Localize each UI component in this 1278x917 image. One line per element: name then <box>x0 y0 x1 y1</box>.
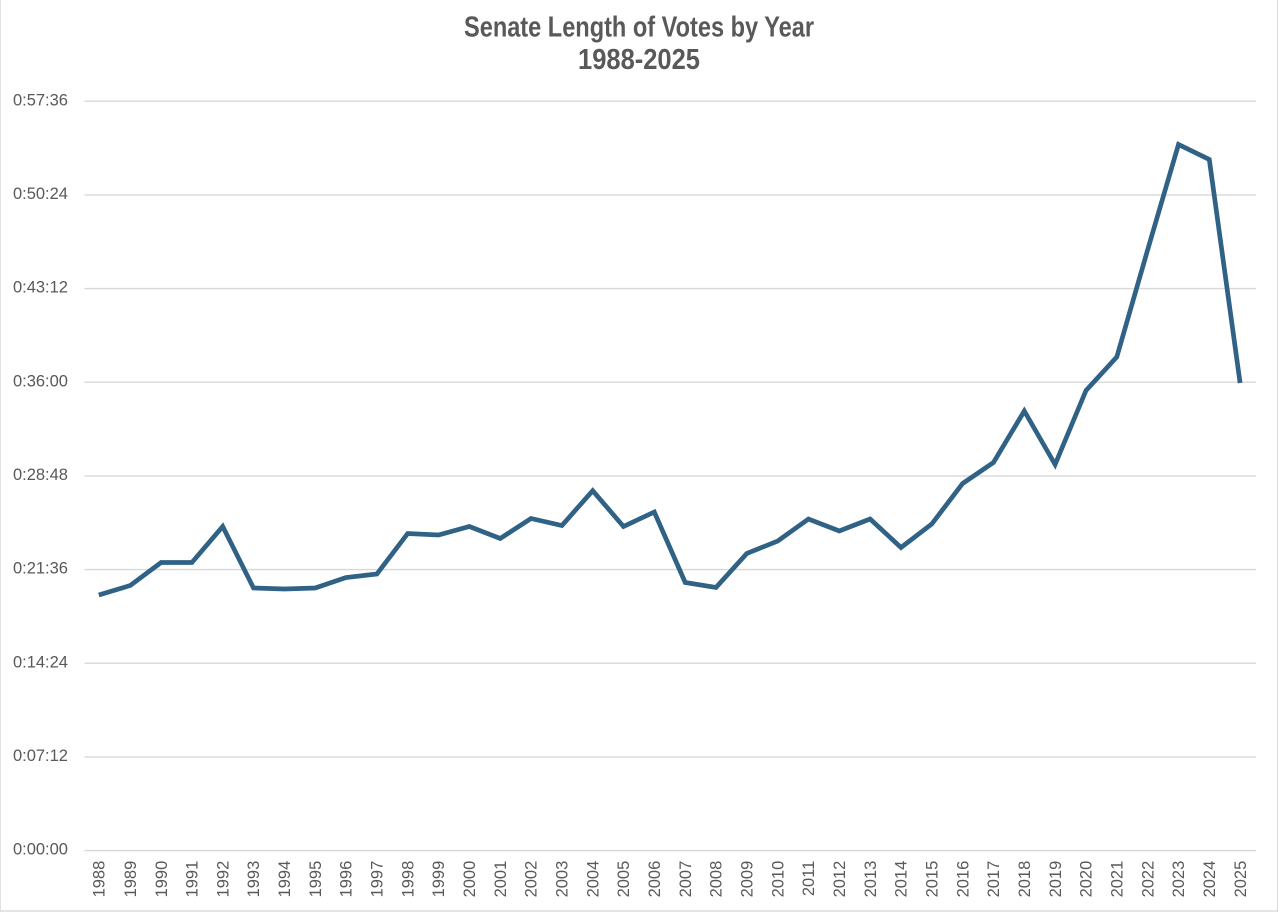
svg-text:0:00:00: 0:00:00 <box>13 841 68 859</box>
svg-text:2000: 2000 <box>461 861 479 898</box>
svg-text:2016: 2016 <box>954 861 972 898</box>
svg-text:2023: 2023 <box>1170 861 1188 898</box>
svg-text:2007: 2007 <box>677 861 695 898</box>
svg-text:2021: 2021 <box>1109 861 1127 898</box>
svg-text:2001: 2001 <box>492 861 510 898</box>
svg-text:0:50:24: 0:50:24 <box>13 185 68 203</box>
svg-text:Senate Length of Votes by Year: Senate Length of Votes by Year <box>464 11 814 43</box>
svg-text:2005: 2005 <box>615 861 633 898</box>
svg-text:2002: 2002 <box>523 861 541 898</box>
svg-text:2013: 2013 <box>862 861 880 898</box>
svg-text:1994: 1994 <box>276 861 294 898</box>
svg-text:0:21:36: 0:21:36 <box>13 560 68 578</box>
svg-text:1992: 1992 <box>214 861 232 898</box>
svg-text:1998: 1998 <box>399 861 417 898</box>
svg-text:1988-2025: 1988-2025 <box>578 44 700 76</box>
svg-text:2003: 2003 <box>554 861 572 898</box>
svg-text:0:28:48: 0:28:48 <box>13 466 68 484</box>
svg-text:2009: 2009 <box>739 861 757 898</box>
svg-text:2010: 2010 <box>769 861 787 898</box>
svg-text:2025: 2025 <box>1232 861 1250 898</box>
svg-text:0:36:00: 0:36:00 <box>13 372 68 390</box>
svg-text:2018: 2018 <box>1016 861 1034 898</box>
svg-text:2014: 2014 <box>893 861 911 898</box>
svg-text:2012: 2012 <box>831 861 849 898</box>
svg-text:1990: 1990 <box>153 861 171 898</box>
svg-text:1993: 1993 <box>245 861 263 898</box>
svg-text:0:57:36: 0:57:36 <box>13 91 68 109</box>
svg-text:1991: 1991 <box>184 861 202 898</box>
svg-text:1988: 1988 <box>91 861 109 898</box>
svg-text:2017: 2017 <box>985 861 1003 898</box>
svg-text:2015: 2015 <box>924 861 942 898</box>
svg-text:0:43:12: 0:43:12 <box>13 279 68 297</box>
svg-text:1989: 1989 <box>122 861 140 898</box>
svg-text:2011: 2011 <box>800 861 818 896</box>
svg-text:2022: 2022 <box>1139 861 1157 898</box>
svg-text:1999: 1999 <box>430 861 448 898</box>
svg-text:1997: 1997 <box>369 861 387 898</box>
svg-text:2006: 2006 <box>646 861 664 898</box>
svg-text:0:07:12: 0:07:12 <box>13 747 68 765</box>
svg-text:2020: 2020 <box>1078 861 1096 898</box>
svg-text:1995: 1995 <box>307 861 325 898</box>
svg-text:0:14:24: 0:14:24 <box>13 653 68 671</box>
svg-text:2019: 2019 <box>1047 861 1065 898</box>
svg-text:2008: 2008 <box>708 861 726 898</box>
svg-text:2024: 2024 <box>1201 861 1219 898</box>
svg-text:1996: 1996 <box>338 861 356 898</box>
svg-text:2004: 2004 <box>584 861 602 898</box>
